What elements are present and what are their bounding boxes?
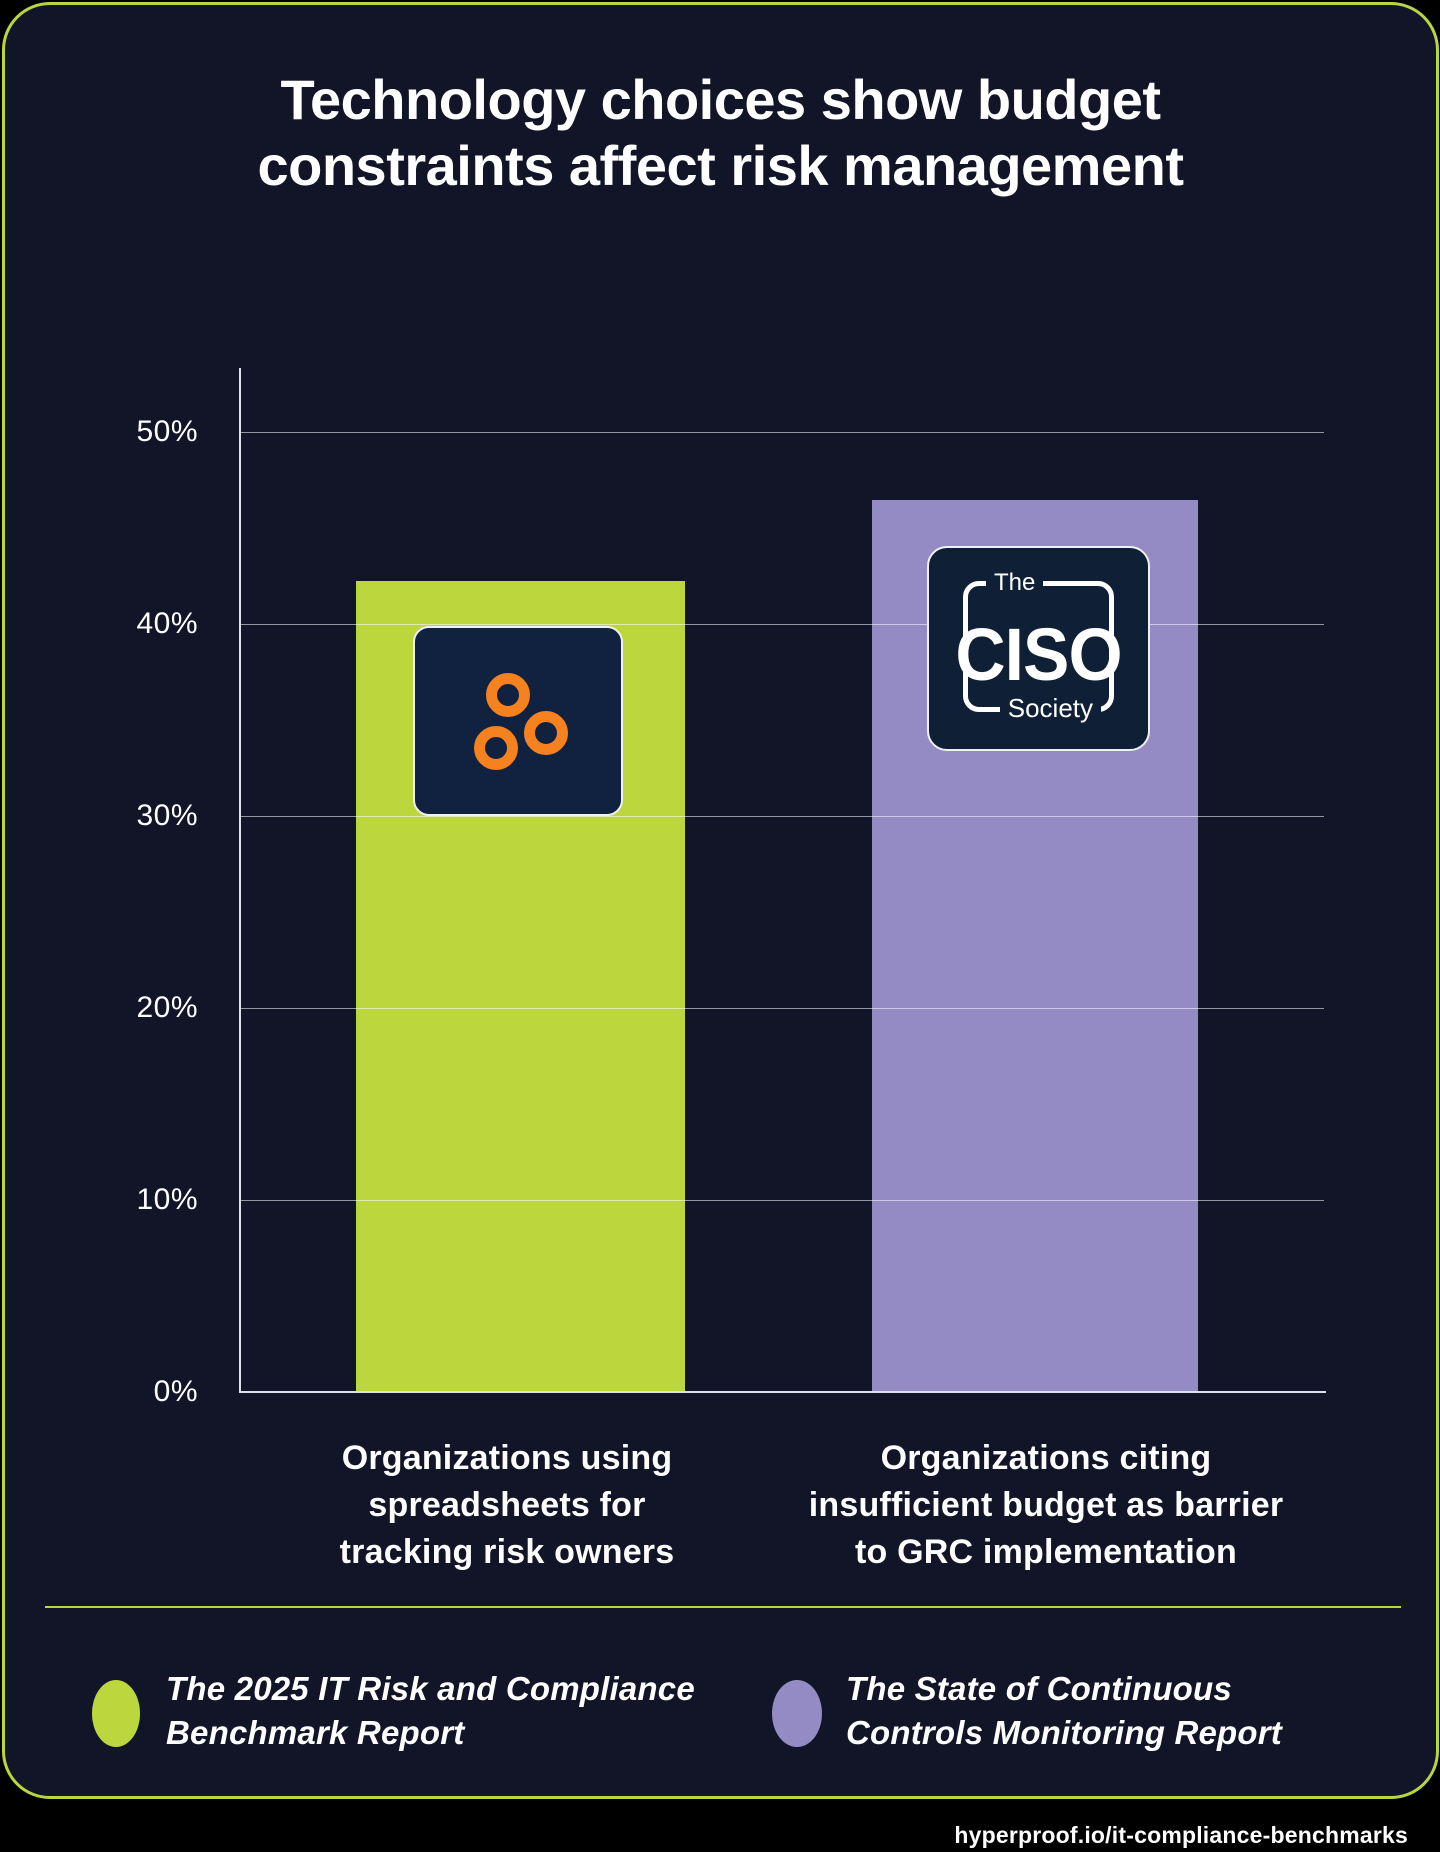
category-label-spreadsheets: Organizations using spreadsheets for tra… (295, 1435, 719, 1576)
legend-label-line: The 2025 IT Risk and Compliance (166, 1670, 695, 1707)
category-label-line: tracking risk owners (339, 1533, 675, 1571)
ciso-society-logo-tile: The Society CISO (927, 546, 1150, 751)
legend-label-line: The State of Continuous (846, 1670, 1232, 1707)
y-tick-40: 40% (136, 607, 198, 640)
category-label-line: Organizations using (341, 1439, 673, 1477)
category-label-line: insufficient budget as barrier (808, 1486, 1284, 1524)
legend-label-ccm-report: The State of Continuous Controls Monitor… (846, 1667, 1406, 1755)
page-title-line-1: Technology choices show budget (280, 68, 1161, 131)
y-tick-0: 0% (153, 1375, 198, 1408)
category-label-line: Organizations citing (880, 1439, 1212, 1477)
ciso-logo-society: Society (999, 692, 1101, 724)
ciso-logo-wordmark: CISO (955, 613, 1122, 696)
ciso-logo-the: The (986, 568, 1044, 598)
legend-label-line: Controls Monitoring Report (846, 1714, 1282, 1751)
hyperproof-logo-tile (413, 626, 623, 816)
ciso-logo-frame: The Society (963, 568, 1114, 724)
y-tick-20: 20% (136, 991, 198, 1024)
gridline-30 (241, 816, 1324, 817)
legend-label-line: Benchmark Report (166, 1714, 465, 1751)
gridline-50 (241, 432, 1324, 433)
category-label-line: spreadsheets for (368, 1486, 646, 1524)
y-tick-50: 50% (136, 415, 198, 448)
category-label-line: to GRC implementation (855, 1533, 1237, 1571)
gridline-10 (241, 1200, 1324, 1201)
footer-url-link[interactable]: hyperproof.io/it-compliance-benchmarks (954, 1822, 1408, 1848)
y-tick-10: 10% (136, 1183, 198, 1216)
legend-label-benchmark-report: The 2025 IT Risk and Compliance Benchmar… (166, 1667, 786, 1755)
page-title-line-2: constraints affect risk management (257, 134, 1184, 197)
infographic-card: Technology choices show budget constrain… (2, 2, 1439, 1799)
x-axis-baseline (239, 1391, 1326, 1393)
y-tick-30: 30% (136, 799, 198, 832)
category-label-budget: Organizations citing insufficient budget… (764, 1435, 1328, 1576)
hyperproof-rings-icon (474, 673, 568, 770)
gridline-20 (241, 1008, 1324, 1009)
legend-dot-purple (772, 1680, 822, 1747)
legend-dot-green (92, 1680, 140, 1747)
gridline-40 (241, 624, 1324, 625)
y-axis-line (239, 368, 241, 1393)
page-title: Technology choices show budget constrain… (5, 67, 1436, 199)
legend-divider (45, 1606, 1401, 1608)
